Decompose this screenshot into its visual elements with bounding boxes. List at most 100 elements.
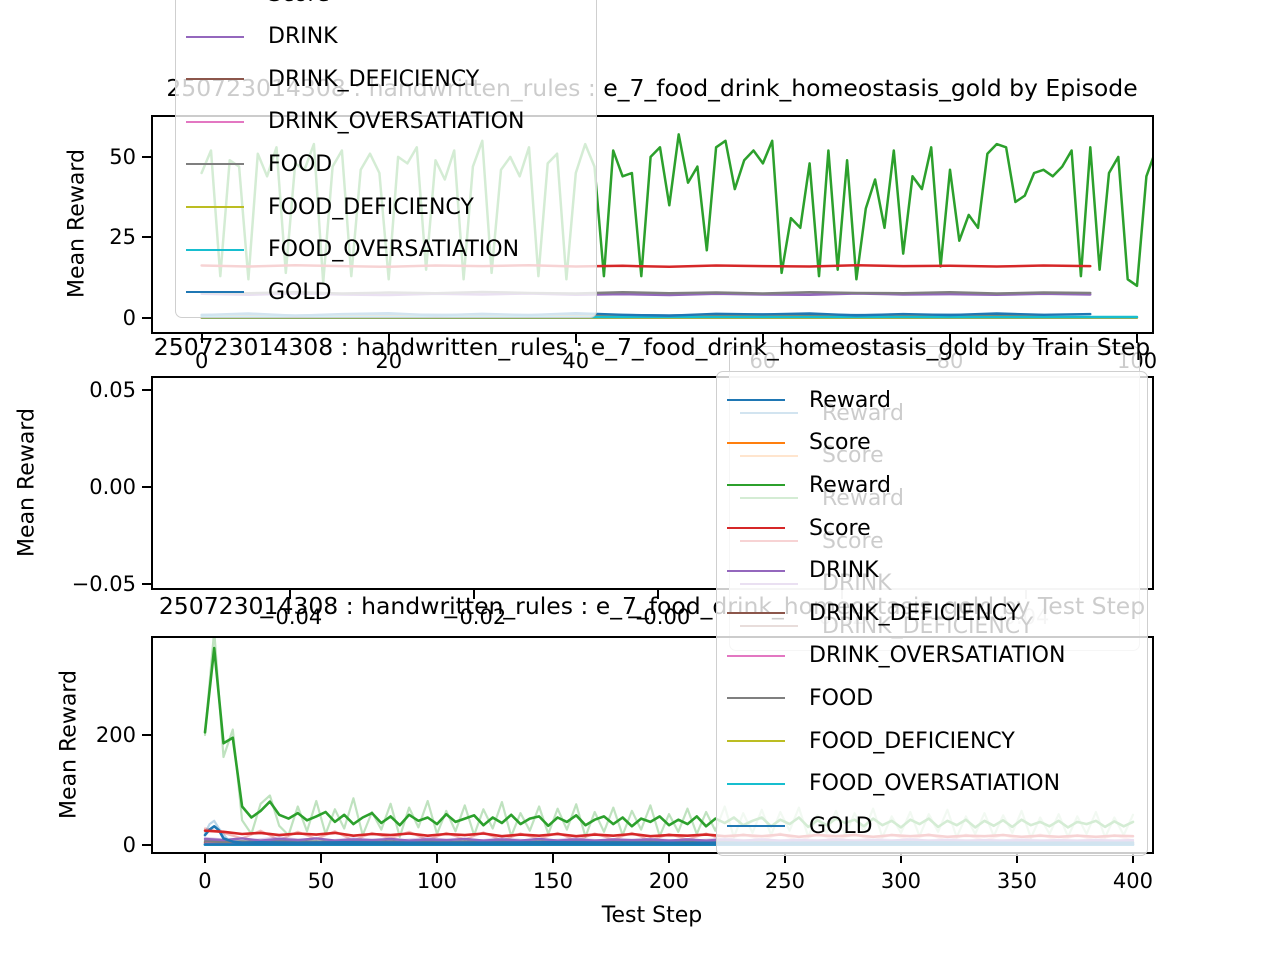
- legend-item: Score: [727, 507, 1147, 550]
- legend-swatch: [727, 825, 785, 828]
- x-tick-mark: [657, 590, 660, 599]
- legend-swatch: [727, 782, 785, 785]
- legend-item: FOOD: [186, 143, 596, 186]
- x-tick-mark: [473, 590, 476, 599]
- legend-label: Score: [809, 430, 871, 456]
- legend-swatch: [186, 78, 244, 81]
- x-tick-mark: [1136, 334, 1139, 343]
- x-tick-mark: [1015, 854, 1018, 863]
- legend-swatch: [186, 291, 244, 294]
- x-tick-mark: [1131, 854, 1134, 863]
- x-tick-label: 0: [194, 349, 209, 373]
- legend-item: Reward: [727, 379, 1147, 422]
- legend-item: DRINK_OVERSATIATION: [727, 635, 1147, 678]
- plot-middle-ylabel: Mean Reward: [14, 408, 40, 557]
- y-tick-label: −0.05: [71, 571, 136, 596]
- legend-label: DRINK_OVERSATIATION: [809, 643, 1066, 669]
- x-tick-label: 350: [996, 869, 1038, 893]
- plot-middle-trainstep: [151, 376, 1154, 590]
- legend-swatch: [186, 206, 244, 209]
- legend-item: DRINK: [727, 549, 1147, 592]
- legend-swatch: [186, 248, 244, 251]
- legend-item: DRINK: [186, 15, 596, 58]
- x-tick-mark: [948, 334, 951, 343]
- legend-label: FOOD_OVERSATIATION: [268, 237, 520, 263]
- y-tick-label: 0: [122, 833, 136, 857]
- legend-label: DRINK_DEFICIENCY: [268, 66, 480, 92]
- legend-item: GOLD: [186, 271, 596, 314]
- legend-label: DRINK_OVERSATIATION: [268, 109, 525, 135]
- x-tick-mark: [319, 854, 322, 863]
- y-tick-mark: [142, 236, 151, 239]
- legend-item: Score: [186, 0, 596, 15]
- x-tick-label: 200: [648, 869, 690, 893]
- legend-item: FOOD_DEFICIENCY: [727, 720, 1147, 763]
- y-tick-mark: [142, 734, 151, 737]
- legend-label: FOOD_DEFICIENCY: [809, 728, 1015, 754]
- x-tick-label: −0.00: [625, 605, 691, 629]
- x-tick-label: 20: [375, 349, 403, 373]
- legend-label: Score: [809, 515, 871, 541]
- y-tick-label: 0.00: [89, 474, 136, 499]
- y-tick-mark: [142, 485, 151, 488]
- legend-item: Reward: [727, 464, 1147, 507]
- y-tick-mark: [142, 316, 151, 319]
- y-tick-mark: [142, 389, 151, 392]
- y-tick-mark: [142, 155, 151, 158]
- legend-swatch: [727, 612, 785, 615]
- legend-swatch: [727, 654, 785, 657]
- y-tick-mark: [142, 582, 151, 585]
- legend-label: GOLD: [268, 279, 332, 305]
- legend-item: GOLD: [727, 805, 1147, 848]
- legend-item: FOOD_OVERSATIATION: [186, 228, 596, 271]
- x-tick-label: −0.04: [257, 605, 323, 629]
- y-tick-label: 0: [122, 305, 136, 330]
- x-tick-mark: [200, 334, 203, 343]
- legend-label: GOLD: [809, 813, 873, 839]
- legend-swatch: [727, 740, 785, 743]
- x-tick-label: 100: [416, 869, 458, 893]
- legend-swatch: [186, 120, 244, 123]
- x-tick-label: 400: [1112, 869, 1154, 893]
- legend-label: Reward: [809, 387, 891, 413]
- x-tick-mark: [667, 854, 670, 863]
- plot-bottom-xlabel: Test Step: [601, 903, 703, 928]
- legend-item: DRINK_DEFICIENCY: [186, 58, 596, 101]
- legend-item: Score: [727, 422, 1147, 465]
- x-tick-label: 0: [198, 869, 212, 893]
- legend-item: FOOD_OVERSATIATION: [727, 762, 1147, 805]
- x-tick-mark: [435, 854, 438, 863]
- legend-item: DRINK_DEFICIENCY: [727, 592, 1147, 635]
- legend-swatch: [727, 569, 785, 572]
- x-tick-mark: [289, 590, 292, 599]
- x-tick-mark: [203, 854, 206, 863]
- legend-swatch: [186, 163, 244, 166]
- x-tick-label: 250: [764, 869, 806, 893]
- legend-swatch: [727, 399, 785, 402]
- legend-label: FOOD: [268, 151, 333, 177]
- y-tick-label: 25: [109, 225, 136, 250]
- x-tick-mark: [551, 854, 554, 863]
- legend-item: FOOD: [727, 677, 1147, 720]
- x-tick-label: 50: [307, 869, 335, 893]
- legend-label: DRINK: [809, 558, 879, 584]
- x-tick-mark: [574, 334, 577, 343]
- x-tick-mark: [387, 334, 390, 343]
- x-tick-mark: [783, 854, 786, 863]
- x-tick-label: −0.02: [441, 605, 507, 629]
- x-tick-mark: [899, 854, 902, 863]
- legend-item: DRINK_OVERSATIATION: [186, 101, 596, 144]
- legend-label: FOOD_DEFICIENCY: [268, 194, 474, 220]
- legend-swatch: [727, 697, 785, 700]
- y-tick-label: 200: [95, 723, 136, 748]
- legend-label: FOOD: [809, 685, 874, 711]
- legend-swatch: [727, 441, 785, 444]
- legend-swatch: [186, 35, 244, 38]
- legend-label: Score: [268, 0, 330, 7]
- legend-label: DRINK: [268, 24, 338, 50]
- y-tick-label: 0.05: [89, 378, 136, 403]
- x-tick-label: 300: [880, 869, 922, 893]
- plot-bottom-ylabel: Mean Reward: [56, 670, 82, 819]
- plot-middle-title: 250723014308 : handwritten_rules : e_7_f…: [153, 333, 1151, 361]
- legend-top-plot: RewardScoreRewardScoreDRINKDRINK_DEFICIE…: [175, 0, 597, 318]
